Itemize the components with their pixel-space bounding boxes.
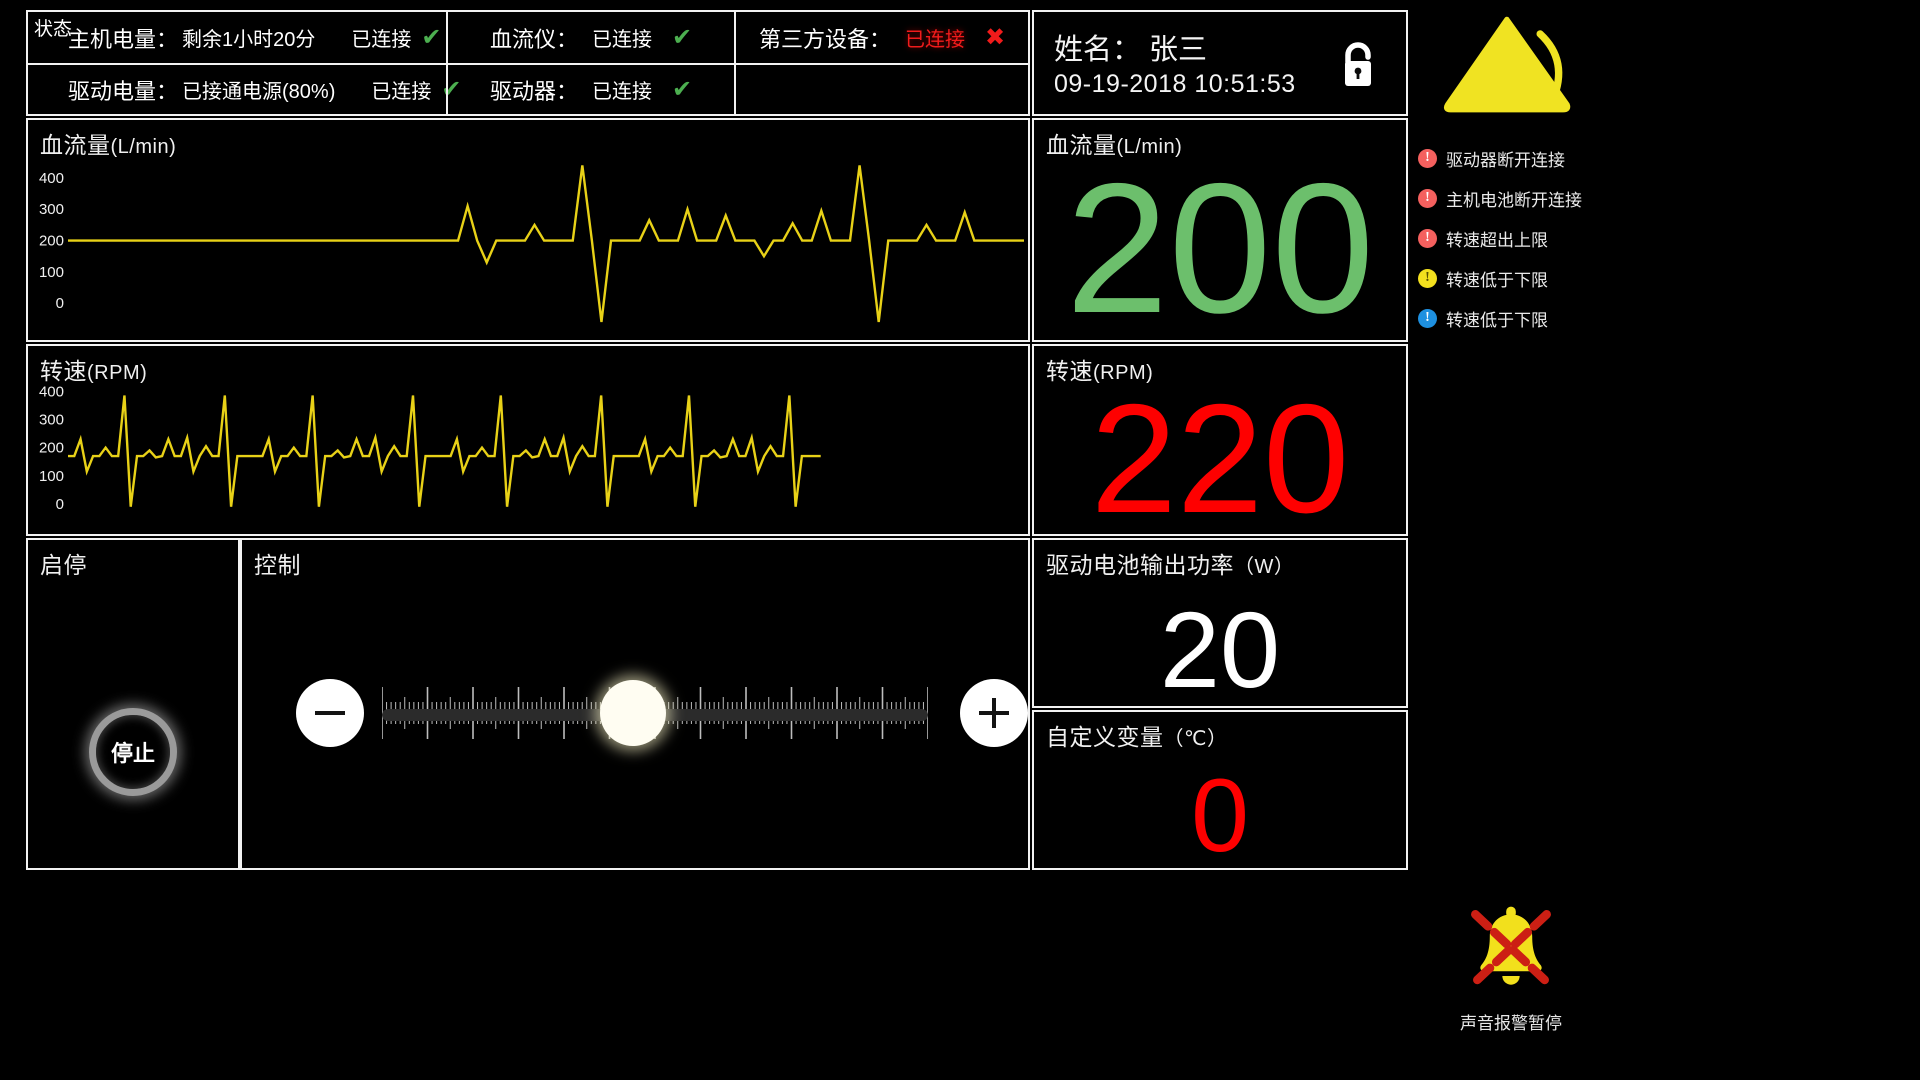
status-block: 状态 主机电量： 剩余1小时20分 已连接 ✔ 血流仪： 已连接 ✔ 第三方设备… — [26, 10, 1030, 116]
third-party-label: 第三方设备： — [758, 26, 891, 52]
mute-alarm-panel[interactable]: 声音报警暂停 — [1412, 860, 1610, 1070]
chart-title: 血流量(L/min) — [40, 132, 177, 158]
rpm-chart-panel: 转速(RPM) 400 300 200 100 0 — [26, 344, 1030, 536]
list-item[interactable]: ! 转速低于下限 — [1412, 258, 1610, 298]
alarm-triangle-sound-icon[interactable] — [1412, 10, 1610, 116]
patient-panel: 姓名： 张三 09-19-2018 10:51:53 — [1032, 10, 1408, 116]
check-icon: ✔ — [671, 75, 693, 103]
plus-icon-vertical — [992, 698, 996, 728]
alarm-label: 驱动器断开连接 — [1446, 150, 1565, 170]
stop-button-label: 停止 — [110, 741, 155, 766]
alarm-label: 转速低于下限 — [1446, 270, 1548, 290]
rpm-value-title: 转速(RPM) — [1046, 358, 1154, 384]
stop-button[interactable]: 停止 — [89, 708, 177, 796]
battery-power-title: 驱动电池输出功率（W） — [1046, 552, 1295, 578]
status-cell-host-battery[interactable]: 主机电量： 剩余1小时20分 已连接 ✔ — [28, 12, 446, 63]
blood-flow-value-title: 血流量(L/min) — [1046, 132, 1183, 158]
custom-variable-value: 0 — [1191, 758, 1249, 875]
slider-thumb[interactable] — [600, 680, 667, 746]
driver-battery-label: 驱动电量： — [68, 78, 179, 104]
rpm-value-panel: 转速(RPM) 220 — [1032, 344, 1408, 536]
blood-flow-waveform — [28, 120, 1028, 340]
status-cell-empty — [734, 65, 1028, 114]
driver-value: 已连接 — [591, 81, 652, 103]
alarm-label: 转速低于下限 — [1446, 310, 1548, 330]
mute-alarm-label: 声音报警暂停 — [1460, 1013, 1562, 1033]
blood-flow-value: 200 — [1065, 146, 1375, 353]
alarm-label: 主机电池断开连接 — [1446, 190, 1582, 210]
status-cell-driver-battery[interactable]: 驱动电量： 已接通电源(80%) 已连接 ✔ — [28, 65, 461, 114]
custom-variable-title: 自定义变量（℃） — [1046, 724, 1228, 750]
list-item[interactable]: ! 转速低于下限 — [1412, 298, 1610, 338]
host-battery-conn: 已连接 — [351, 29, 412, 51]
control-panel: 控制 — [240, 538, 1030, 870]
alert-circle-icon: ! — [1418, 148, 1437, 168]
timestamp: 09-19-2018 10:51:53 — [1054, 70, 1296, 98]
list-item[interactable]: ! 驱动器断开连接 — [1412, 138, 1610, 178]
flow-meter-label: 血流仪： — [489, 26, 578, 52]
alarm-indicator-panel[interactable] — [1412, 10, 1610, 116]
status-cell-flow-meter[interactable]: 血流仪： 已连接 ✔ — [446, 12, 734, 63]
check-icon: ✔ — [421, 23, 442, 51]
list-item[interactable]: ! 转速超出上限 — [1412, 218, 1610, 258]
driver-battery-value: 已接通电源(80%) — [182, 81, 336, 103]
alert-circle-icon: ! — [1418, 268, 1437, 288]
status-section-label: 状态 — [34, 19, 73, 40]
chart-title: 转速(RPM) — [40, 358, 148, 384]
control-section-label: 控制 — [254, 552, 301, 578]
rpm-value: 220 — [1090, 371, 1350, 545]
status-row: 主机电量： 剩余1小时20分 已连接 ✔ 血流仪： 已连接 ✔ 第三方设备： 已… — [28, 12, 1028, 63]
alarm-legend-list: ! 驱动器断开连接 ! 主机电池断开连接 ! 转速超出上限 ! 转速低于下限 !… — [1412, 116, 1610, 650]
patient-name: 姓名： 张三 — [1054, 34, 1208, 66]
startstop-panel: 启停 停止 — [26, 538, 240, 870]
minus-icon — [315, 711, 345, 715]
decrease-button[interactable] — [296, 679, 364, 747]
driver-battery-conn: 已连接 — [371, 81, 432, 103]
blood-flow-value-panel: 血流量(L/min) 200 — [1032, 118, 1408, 342]
mute-alarm-button[interactable]: 声音报警暂停 — [1412, 860, 1610, 1070]
rpm-waveform — [28, 346, 1028, 534]
host-battery-label: 主机电量： — [68, 26, 179, 52]
driver-label: 驱动器： — [489, 78, 578, 104]
blood-flow-chart-panel: 血流量(L/min) 400 300 200 100 0 — [26, 118, 1030, 342]
alert-circle-icon: ! — [1418, 228, 1437, 248]
increase-button[interactable] — [960, 679, 1028, 747]
host-battery-value: 剩余1小时20分 — [182, 29, 316, 51]
flow-meter-value: 已连接 — [591, 29, 652, 51]
speed-slider[interactable] — [382, 665, 928, 761]
status-row: 驱动电量： 已接通电源(80%) 已连接 ✔ 驱动器： 已连接 ✔ — [28, 63, 1028, 114]
list-item[interactable]: ! 主机电池断开连接 — [1412, 178, 1610, 218]
alert-circle-icon: ! — [1418, 188, 1437, 208]
alert-circle-icon: ! — [1418, 308, 1437, 328]
status-cell-third-party-device[interactable]: 第三方设备： 已连接 ✖ — [734, 12, 1028, 63]
startstop-section-label: 启停 — [40, 552, 87, 578]
check-icon: ✔ — [671, 23, 693, 51]
status-cell-driver[interactable]: 驱动器： 已连接 ✔ — [446, 65, 734, 114]
bell-muted-icon — [1471, 906, 1551, 986]
alarm-label: 转速超出上限 — [1446, 230, 1548, 250]
unlock-icon[interactable] — [1336, 40, 1380, 90]
custom-variable-panel: 自定义变量（℃） 0 — [1032, 710, 1408, 870]
third-party-value: 已连接 — [904, 29, 965, 51]
cross-icon: ✖ — [984, 23, 1006, 51]
battery-power-panel: 驱动电池输出功率（W） 20 — [1032, 538, 1408, 708]
battery-power-value: 20 — [1159, 589, 1281, 711]
speed-slider-row — [242, 658, 1028, 768]
